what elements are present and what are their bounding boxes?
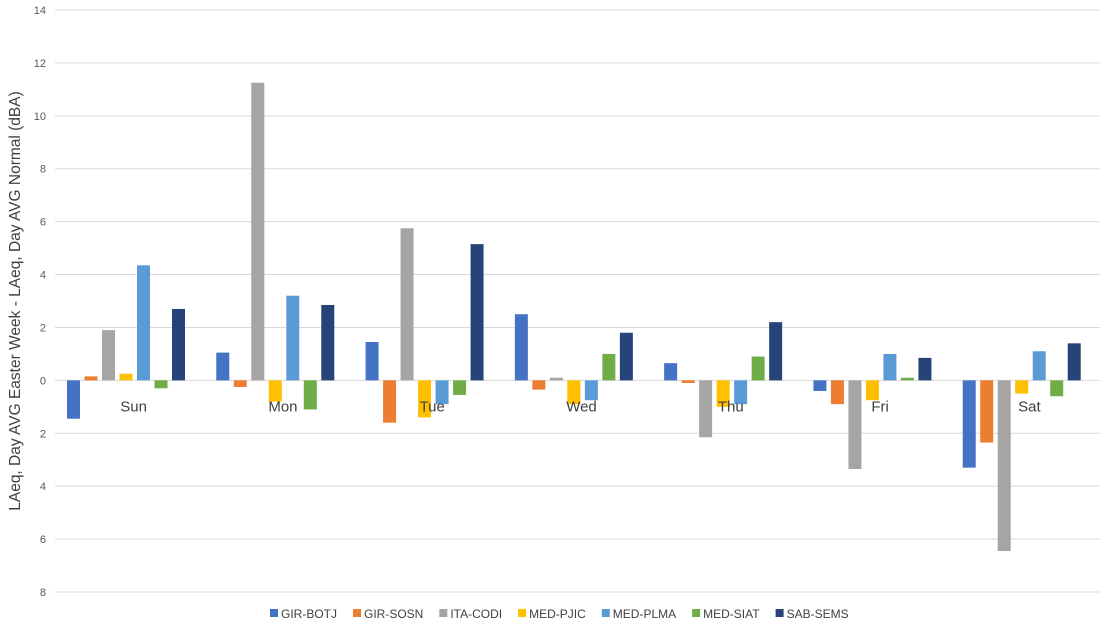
y-tick-label: 6	[40, 217, 46, 229]
bar-gir-sosn-thu	[681, 380, 695, 384]
bar-med-pjic-sun	[119, 373, 133, 381]
bar-ita-codi-mon	[251, 82, 265, 381]
bar-ita-codi-tue	[400, 228, 414, 381]
bar-med-pjic-tue	[418, 380, 432, 418]
y-tick-label: 2	[40, 428, 46, 440]
bar-sab-sems-wed	[619, 332, 633, 381]
legend-swatch	[439, 609, 448, 617]
bar-med-pjic-wed	[567, 380, 581, 405]
y-tick-label: 10	[34, 111, 46, 123]
bar-ita-codi-sun	[102, 330, 115, 381]
y-tick-label: 0	[40, 375, 46, 387]
bar-gir-botj-sun	[67, 380, 80, 419]
bar-ita-codi-wed	[549, 377, 563, 381]
legend-swatch	[775, 609, 784, 617]
bar-sab-sems-tue	[470, 244, 484, 381]
bar-med-siat-thu	[751, 356, 765, 381]
legend-label: MED-SIAT	[703, 607, 760, 621]
category-label: Wed	[566, 398, 597, 415]
legend-label: MED-PJIC	[529, 607, 586, 621]
bar-med-pjic-sat	[1015, 380, 1029, 394]
bar-med-pjic-fri	[865, 380, 879, 401]
legend-swatch	[601, 609, 610, 617]
category-label: Tue	[420, 398, 445, 415]
bar-gir-sosn-fri	[830, 380, 844, 405]
bar-med-pjic-thu	[716, 380, 730, 407]
y-axis-label: LAeq, Day AVG Easter Week - LAeq, Day AV…	[7, 91, 24, 511]
bar-med-plma-wed	[584, 380, 598, 401]
bar-med-siat-sun	[154, 380, 168, 389]
bar-sab-sems-thu	[769, 322, 783, 381]
y-tick-label: 8	[40, 164, 46, 176]
bar-sab-sems-sat	[1067, 343, 1081, 381]
y-tick-label: 12	[34, 58, 46, 70]
y-tick-label: 8	[40, 587, 46, 599]
y-axis-ticks: 14 12 10 8 6 4 2 0 2 4 6 8	[34, 5, 46, 599]
bar-med-siat-sat	[1050, 380, 1064, 397]
bar-gir-sosn-mon	[233, 380, 247, 387]
bar-gir-botj-tue	[365, 342, 379, 381]
category-label: Fri	[871, 398, 889, 415]
bar-gir-sosn-tue	[383, 380, 397, 423]
bar-gir-botj-sat	[962, 380, 976, 468]
legend-label: GIR-SOSN	[364, 607, 423, 621]
bar-med-pjic-mon	[268, 380, 282, 402]
bar-med-plma-thu	[734, 380, 748, 405]
bar-gir-sosn-sun	[84, 376, 98, 381]
bars	[67, 82, 1081, 551]
bar-gir-sosn-wed	[532, 380, 546, 390]
bar-med-plma-sun	[137, 265, 150, 381]
bar-gir-botj-mon	[216, 352, 230, 381]
bar-gir-botj-thu	[664, 363, 678, 381]
legend-swatch	[353, 609, 361, 617]
bar-ita-codi-fri	[848, 380, 862, 469]
y-tick-label: 4	[40, 481, 46, 493]
bar-sab-sems-mon	[321, 304, 335, 381]
bar-ita-codi-thu	[699, 380, 713, 438]
category-label: Sat	[1018, 398, 1041, 415]
category-label: Sun	[120, 398, 147, 415]
bar-med-siat-wed	[602, 353, 616, 381]
legend-swatch	[692, 609, 701, 617]
bar-gir-botj-fri	[813, 380, 827, 391]
y-tick-label: 6	[40, 534, 46, 546]
bar-gir-botj-wed	[514, 314, 528, 381]
bar-med-plma-fri	[883, 353, 897, 381]
bar-med-siat-fri	[900, 377, 914, 381]
category-label: Thu	[718, 398, 744, 415]
category-label: Mon	[268, 398, 297, 415]
legend-label: GIR-BOTJ	[281, 607, 337, 621]
bar-sab-sems-sun	[172, 308, 185, 381]
y-tick-label: 14	[34, 5, 46, 17]
y-tick-label: 4	[40, 270, 46, 282]
category-labels: Sun Mon Tue Wed Thu Fri Sat	[120, 398, 1041, 415]
bar-gir-sosn-sat	[980, 380, 994, 443]
y-tick-label: 2	[40, 322, 46, 334]
bar-med-plma-sat	[1032, 351, 1046, 381]
bar-med-plma-mon	[286, 295, 300, 381]
legend-swatch	[518, 609, 527, 617]
legend-label: SAB-SEMS	[787, 607, 849, 621]
gridlines	[55, 9, 1100, 593]
legend-label: MED-PLMA	[613, 607, 676, 621]
bar-med-plma-tue	[435, 380, 449, 405]
legend: GIR-BOTJ GIR-SOSN ITA-CODI MED-PJIC MED-PLMA…	[270, 607, 849, 621]
legend-swatch	[270, 609, 278, 617]
bar-sab-sems-fri	[918, 357, 932, 381]
bar-ita-codi-sat	[997, 380, 1011, 551]
bar-med-siat-mon	[303, 380, 317, 410]
legend-label: ITA-CODI	[450, 607, 502, 621]
bar-med-siat-tue	[453, 380, 467, 395]
